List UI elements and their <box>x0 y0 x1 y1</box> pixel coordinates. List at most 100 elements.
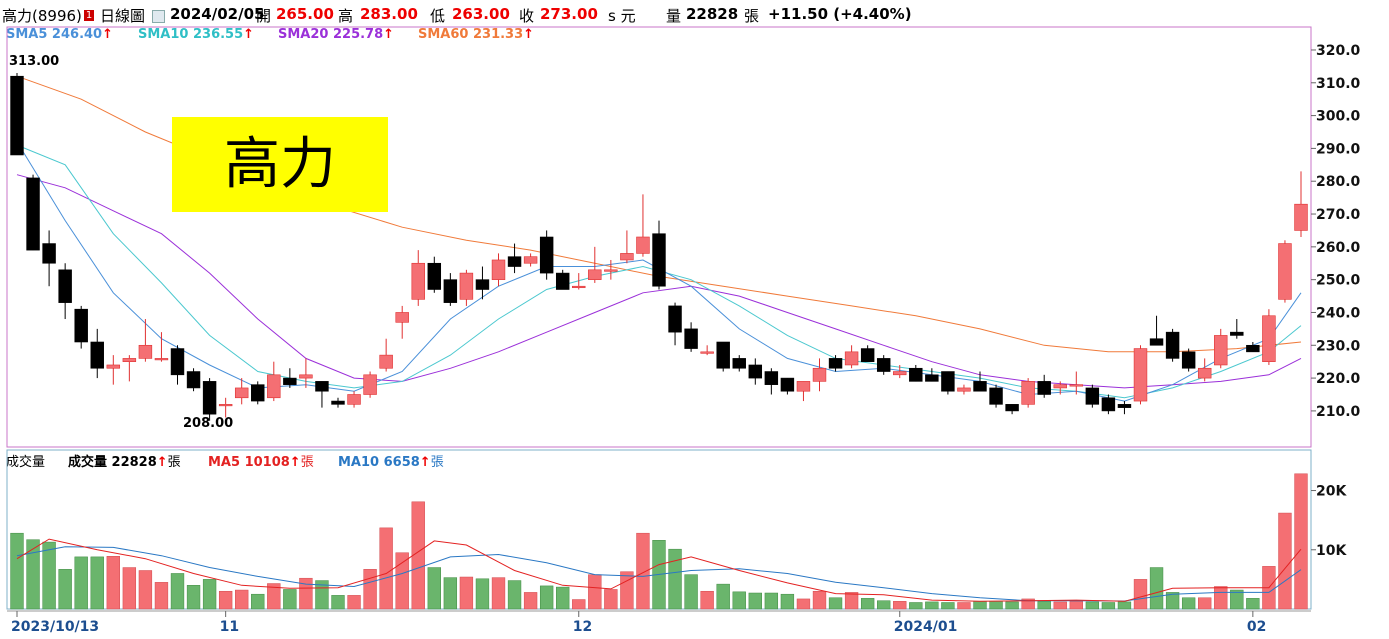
open-value: 265.00 <box>276 5 334 23</box>
candle-body <box>202 381 217 415</box>
volume-bar <box>796 598 811 610</box>
volume-bar <box>909 602 923 610</box>
volume-bar <box>620 571 634 610</box>
candle-body <box>989 387 1003 405</box>
candle-body <box>1278 243 1292 300</box>
volume-bar <box>1005 601 1019 610</box>
candle-body <box>604 269 618 272</box>
volume-bar <box>283 589 297 610</box>
volume-bar <box>202 579 217 610</box>
price-tick-label: 270.0 <box>1316 207 1361 223</box>
price-tick-label: 240.0 <box>1316 305 1361 321</box>
candle-body <box>26 177 40 251</box>
candle-body <box>652 233 666 287</box>
volume-bar <box>459 576 474 610</box>
high-label: 高 <box>338 7 354 25</box>
candle-body <box>1037 381 1051 395</box>
volume-bar <box>1101 602 1116 610</box>
chart-kind: 日線圖 <box>100 7 146 25</box>
candle-body <box>411 262 425 300</box>
candle-body <box>122 358 137 362</box>
volume-bar <box>1246 598 1260 610</box>
date-tick-label: 2024/01 <box>894 619 958 635</box>
volume-bar <box>170 573 185 610</box>
high-annotation: 313.00 <box>9 54 59 69</box>
date-tick-label: 12 <box>573 619 592 635</box>
volume-bar <box>154 582 169 610</box>
volume-tick-label: 20K <box>1316 484 1347 500</box>
volume-bar <box>925 601 939 610</box>
candle-body <box>1294 203 1308 231</box>
candle-body <box>555 272 570 290</box>
volume-bar <box>716 583 730 610</box>
volume-bar <box>989 601 1003 610</box>
candle-body <box>363 374 377 395</box>
volume-bar <box>347 595 361 610</box>
candle-body <box>1117 404 1132 408</box>
volume-bar <box>1037 601 1051 610</box>
candle-body <box>1085 387 1100 405</box>
price-tick-label: 260.0 <box>1316 240 1361 256</box>
volume-bar <box>106 556 120 610</box>
volume-bar <box>1053 601 1067 610</box>
candle-body <box>957 387 971 392</box>
chart-header: 高力(8996) 1 日線圖 2024/02/05 開 265.00 高 283.… <box>0 0 1389 26</box>
candle-body <box>186 371 201 389</box>
volume-bar <box>1085 601 1100 610</box>
volume-bar <box>26 539 40 610</box>
volume-bar <box>539 585 554 610</box>
candle-body <box>443 279 458 303</box>
candle-body <box>780 377 795 392</box>
candle-body <box>539 236 554 274</box>
volume-bar <box>10 532 24 610</box>
volume-bar <box>74 556 88 610</box>
candle-body <box>812 367 827 382</box>
sma20-line <box>16 174 1302 389</box>
volume-bar <box>684 574 698 610</box>
volume-bar <box>251 593 265 610</box>
candle-body <box>620 253 634 261</box>
candle-body <box>796 381 811 392</box>
candle-body <box>1005 404 1019 412</box>
date-tick-label: 11 <box>220 619 239 635</box>
volume-bar <box>877 600 891 610</box>
candle-body <box>10 75 24 156</box>
volume-bar <box>1214 586 1228 610</box>
candle-body <box>973 381 987 392</box>
volume-bar <box>186 585 201 610</box>
volume-ma5-line <box>16 538 1302 602</box>
price-panel-border <box>6 26 1312 448</box>
candle-body <box>170 348 185 376</box>
low-label: 低 <box>430 7 446 25</box>
candle-body <box>860 348 875 362</box>
volume-bar <box>1294 473 1308 610</box>
volume-bar <box>443 577 458 610</box>
candle-body <box>636 236 650 254</box>
candle-body <box>1101 397 1116 412</box>
volume-bar <box>604 589 618 610</box>
high-value: 283.00 <box>360 5 418 23</box>
sma5-legend: SMA5 246.40↑ <box>6 27 114 42</box>
volume-bar <box>957 602 971 610</box>
candle-body <box>828 358 843 369</box>
volume-bar <box>764 592 779 610</box>
candle-body <box>491 259 506 280</box>
volume-bar <box>1230 589 1244 610</box>
candle-body <box>379 354 393 369</box>
date-tick-label: 2023/10/13 <box>11 619 99 635</box>
price-tick-label: 290.0 <box>1316 141 1361 157</box>
volume-bar <box>363 569 377 610</box>
volume-bar <box>1117 601 1132 610</box>
sma5-line <box>16 141 1302 402</box>
volume-bar <box>1181 597 1196 610</box>
candle-body <box>523 256 538 264</box>
volume-bar <box>636 532 650 610</box>
candle-body <box>427 262 442 290</box>
candle-body <box>1262 315 1276 362</box>
candle-body <box>748 364 763 379</box>
candle-body <box>844 351 859 366</box>
volume-bar <box>588 574 602 610</box>
candle-body <box>716 341 730 369</box>
candle-body <box>315 381 329 392</box>
